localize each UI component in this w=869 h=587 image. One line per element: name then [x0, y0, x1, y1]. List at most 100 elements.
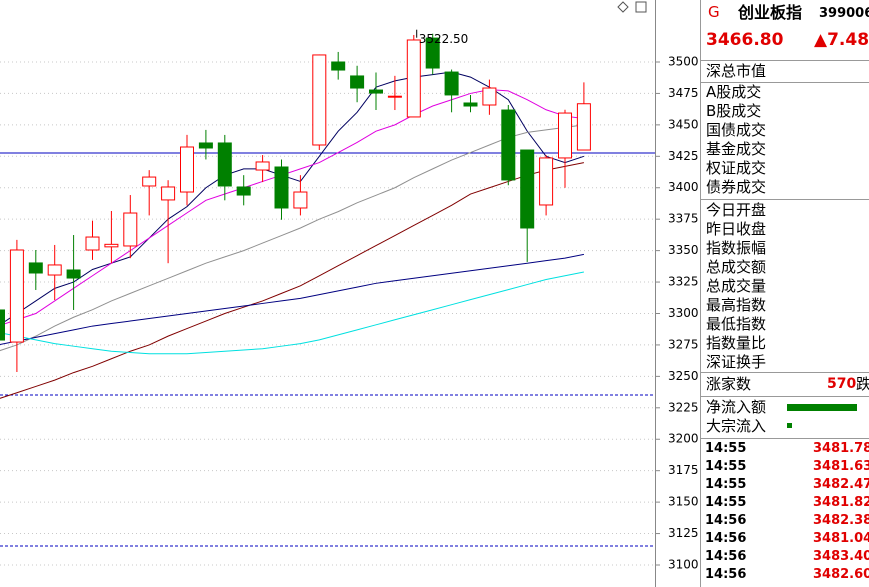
tick-price: 3481.78	[813, 441, 869, 456]
candle-body	[444, 71, 459, 96]
candle-body	[520, 149, 535, 229]
y-tick-label: 3250	[668, 369, 699, 383]
stat-label: B股成交	[706, 102, 762, 120]
tick-time: 14:55	[705, 495, 747, 510]
tick-price: 3483.40	[813, 549, 869, 564]
stat-label: 跌	[856, 375, 869, 394]
tick-price: 3482.47	[813, 477, 869, 492]
stat-label: 大宗流入	[706, 417, 767, 435]
candle-body	[331, 61, 346, 71]
tick-time: 14:56	[705, 549, 747, 564]
candle-body	[0, 309, 5, 341]
moving-average-line	[0, 253, 584, 346]
tick-time: 14:55	[705, 441, 747, 456]
price-change: ▲7.48	[814, 30, 869, 50]
candle-body	[501, 109, 516, 181]
y-tick-label: 3325	[668, 275, 699, 289]
candle-body	[255, 161, 270, 171]
stat-label: 深总市值	[706, 62, 767, 80]
separator	[701, 199, 869, 200]
candle-body	[369, 89, 383, 94]
last-price: 3466.80	[706, 30, 784, 50]
candle-body	[350, 75, 365, 89]
candle-body	[425, 37, 440, 69]
candle-body	[66, 269, 81, 279]
index-name: 创业板指	[738, 3, 803, 22]
stat-label: 今日开盘	[706, 201, 767, 219]
candle-body	[161, 186, 176, 201]
tick-time: 14:56	[705, 531, 747, 546]
moving-average-line	[0, 71, 585, 326]
candle-body	[576, 103, 591, 151]
stat-label: 昨日收盘	[706, 220, 767, 238]
stat-label: 涨家数	[706, 375, 752, 393]
stat-label: 最低指数	[706, 315, 767, 333]
y-tick-label: 3450	[668, 117, 699, 131]
moving-average-line	[0, 271, 584, 355]
y-tick-label: 3350	[668, 243, 699, 257]
stat-label: 指数量比	[706, 334, 767, 352]
tick-time: 14:55	[705, 459, 747, 474]
y-tick-label: 3100	[668, 557, 699, 571]
advance-count: 570	[827, 376, 857, 392]
candle-body	[406, 39, 421, 118]
candle-body	[539, 157, 554, 206]
y-tick-label: 3275	[668, 337, 699, 351]
candle-body	[180, 146, 194, 193]
stat-label: 最高指数	[706, 296, 767, 314]
y-tick-label: 3300	[668, 306, 699, 320]
candle-body	[28, 262, 43, 274]
y-tick-label: 3125	[668, 526, 699, 540]
stat-label: 权证成交	[706, 159, 767, 177]
tick-price: 3482.60	[813, 567, 869, 582]
y-tick-label: 3425	[668, 149, 699, 163]
info-panel: G 创业板指 399006 3466.80 ▲7.48 深总市值 涨家数 570…	[700, 0, 869, 587]
market-tag: G	[708, 3, 720, 21]
candle-body	[142, 176, 157, 187]
y-tick-label: 3400	[668, 180, 699, 194]
candle-body	[293, 191, 308, 209]
candle-body	[104, 243, 119, 248]
diamond-icon[interactable]	[617, 1, 629, 13]
candle-body	[463, 102, 478, 107]
stat-label: 基金成交	[706, 140, 767, 158]
candle-body	[85, 236, 100, 251]
tick-time: 14:55	[705, 477, 747, 492]
candle-body	[9, 249, 24, 343]
separator	[701, 438, 869, 439]
y-tick-label: 3225	[668, 400, 699, 414]
stat-label: 指数振幅	[706, 239, 767, 257]
candle-body	[198, 142, 213, 149]
y-tick-label: 3500	[668, 54, 699, 68]
candle-body	[236, 186, 251, 196]
chart: 3100 3125 3150 3175 3200 3225 3250 3275 3300 3325…	[0, 0, 699, 587]
y-tick-label: 3200	[668, 432, 699, 446]
moving-average-line	[0, 162, 584, 399]
stat-label: A股成交	[706, 83, 762, 101]
window-icon[interactable]	[635, 1, 647, 13]
candle-body	[387, 95, 402, 98]
candle-body	[558, 112, 572, 159]
y-tick-label: 3375	[668, 212, 699, 226]
tick-price: 3481.82	[813, 495, 869, 510]
y-tick-label: 3475	[668, 86, 699, 100]
candle-body	[274, 166, 289, 209]
stat-label: 总成交量	[706, 277, 767, 295]
y-tick-label: 3175	[668, 463, 699, 477]
max-label: 3522.50	[419, 32, 469, 46]
tick-time: 14:56	[705, 513, 747, 528]
flow-bar	[787, 423, 792, 428]
candle-body	[47, 264, 62, 276]
flow-bar	[787, 404, 857, 411]
separator	[701, 60, 869, 61]
stat-label: 国债成交	[706, 121, 767, 139]
index-code: 399006	[819, 6, 869, 21]
moving-average-line	[0, 124, 584, 352]
tick-price: 3482.38	[813, 513, 869, 528]
separator	[701, 396, 869, 397]
candle-body	[312, 54, 327, 146]
y-tick-label: 3150	[668, 495, 699, 509]
stat-label: 总成交额	[706, 258, 767, 276]
separator	[701, 372, 869, 373]
